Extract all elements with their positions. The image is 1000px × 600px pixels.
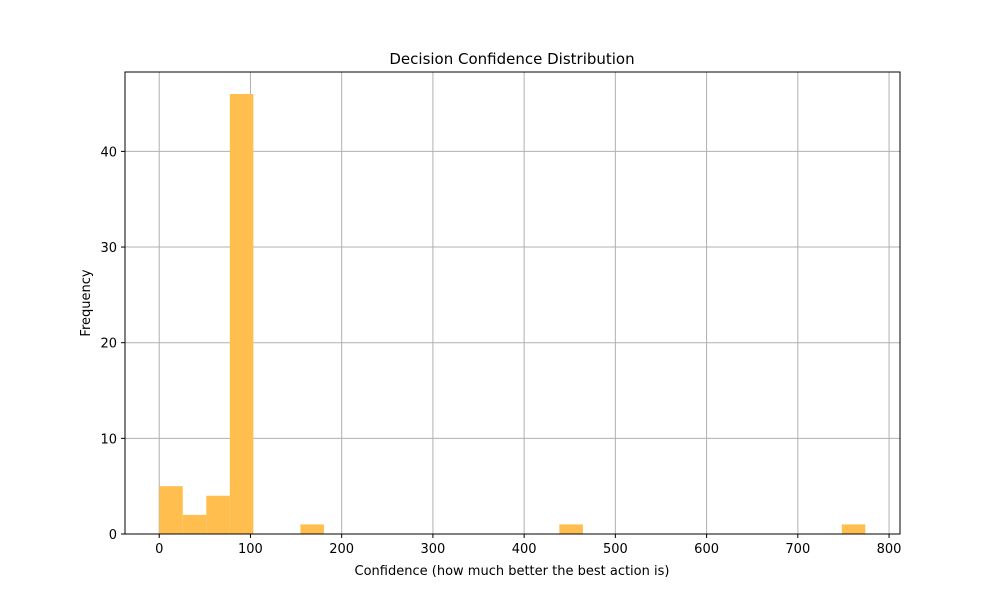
histogram-bar [159, 486, 183, 534]
y-tick-label: 10 [100, 432, 117, 447]
x-tick-label: 0 [155, 542, 163, 557]
y-tick-label: 20 [100, 337, 117, 352]
histogram-bars [159, 94, 866, 534]
x-tick-label: 700 [785, 542, 810, 557]
histogram-bar [182, 514, 207, 534]
y-tick-label: 40 [100, 145, 117, 160]
histogram-bar [229, 94, 254, 534]
x-tick-label: 200 [329, 542, 354, 557]
y-tick-label: 0 [109, 528, 117, 543]
histogram-bar [559, 524, 583, 534]
y-axis-label: Frequency [79, 269, 94, 336]
x-axis-ticks: 0 100 200 300 400 500 600 700 800 [155, 534, 901, 557]
x-tick-label: 800 [877, 542, 902, 557]
histogram-bar [300, 524, 324, 534]
x-tick-label: 600 [694, 542, 719, 557]
x-tick-label: 100 [238, 542, 263, 557]
histogram-bar [841, 524, 866, 534]
chart-title: Decision Confidence Distribution [389, 50, 634, 68]
histogram-bar [206, 495, 230, 534]
x-tick-label: 300 [420, 542, 445, 557]
x-tick-label: 500 [603, 542, 628, 557]
y-tick-label: 30 [100, 241, 117, 256]
plot-frame [124, 71, 901, 535]
x-tick-label: 400 [512, 542, 537, 557]
y-axis-ticks: 0 10 20 30 40 [100, 145, 125, 543]
x-axis-label: Confidence (how much better the best act… [355, 564, 670, 579]
